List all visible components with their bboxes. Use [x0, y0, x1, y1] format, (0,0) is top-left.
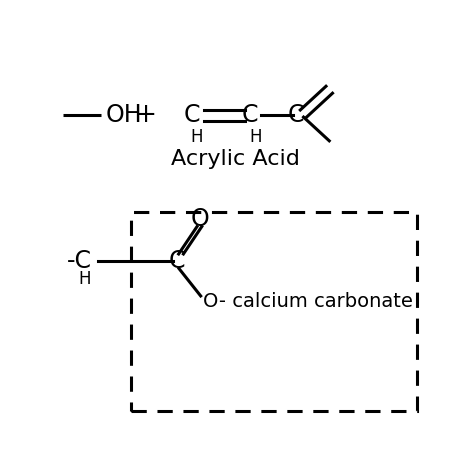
Text: C: C: [242, 103, 258, 128]
Text: C: C: [288, 103, 304, 128]
Text: O- calcium carbonate: O- calcium carbonate: [202, 292, 412, 311]
Text: OH: OH: [105, 103, 142, 128]
Text: H: H: [249, 128, 262, 146]
Bar: [131, 212, 418, 411]
Text: +: +: [135, 102, 156, 128]
Text: Acrylic Acid: Acrylic Acid: [171, 149, 300, 169]
Text: C: C: [169, 249, 185, 273]
Text: C: C: [183, 103, 200, 128]
Text: H: H: [191, 128, 203, 146]
Text: O: O: [190, 207, 209, 231]
Text: -C: -C: [66, 249, 91, 273]
Text: H: H: [79, 270, 91, 288]
